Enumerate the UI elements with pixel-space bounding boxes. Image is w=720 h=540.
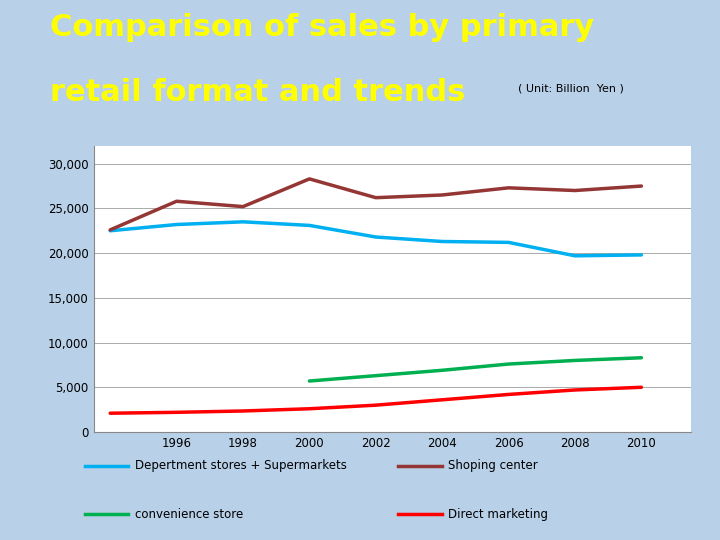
Text: convenience store: convenience store [135, 508, 243, 521]
Text: retail format and trends: retail format and trends [50, 78, 466, 107]
Text: Depertment stores + Supermarkets: Depertment stores + Supermarkets [135, 459, 346, 472]
Text: Shoping center: Shoping center [448, 459, 538, 472]
Text: Direct marketing: Direct marketing [448, 508, 548, 521]
Text: ( Unit: Billion  Yen ): ( Unit: Billion Yen ) [518, 84, 624, 94]
Text: Comparison of sales by primary: Comparison of sales by primary [50, 14, 595, 43]
